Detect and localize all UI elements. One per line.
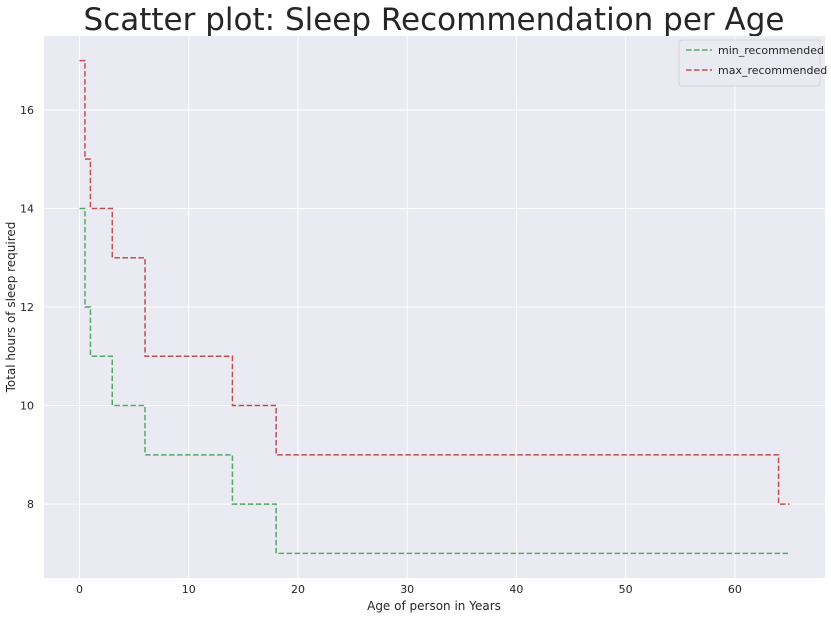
series-line-min-recommended: [79, 207, 790, 555]
x-tick-label: 50: [619, 583, 633, 596]
series-line-max-recommended: [79, 59, 790, 505]
x-tick-labels: 0 10 20 30 40 50 60: [76, 583, 742, 596]
y-tick-labels: 8 10 12 14 16: [20, 104, 34, 511]
series-layer: [79, 59, 790, 555]
x-axis-label: Age of person in Years: [367, 599, 501, 613]
legend-label-min: min_recommended: [718, 44, 824, 57]
chart-title: Scatter plot: Sleep Recommendation per A…: [84, 2, 785, 38]
y-tick-label: 10: [20, 400, 34, 413]
y-tick-label: 8: [27, 498, 34, 511]
x-tick-label: 0: [76, 583, 83, 596]
y-axis-label: Total hours of sleep required: [4, 222, 18, 394]
x-tick-label: 30: [400, 583, 414, 596]
legend: min_recommended max_recommended: [678, 39, 827, 87]
x-tick-label: 10: [182, 583, 196, 596]
y-tick-label: 16: [20, 104, 34, 117]
x-tick-label: 20: [291, 583, 305, 596]
y-tick-label: 14: [20, 202, 34, 215]
grid-lines: [44, 36, 825, 578]
legend-label-max: max_recommended: [718, 64, 827, 77]
x-tick-label: 60: [728, 583, 742, 596]
y-tick-label: 12: [20, 301, 34, 314]
x-tick-label: 40: [509, 583, 523, 596]
legend-box: [678, 39, 821, 87]
